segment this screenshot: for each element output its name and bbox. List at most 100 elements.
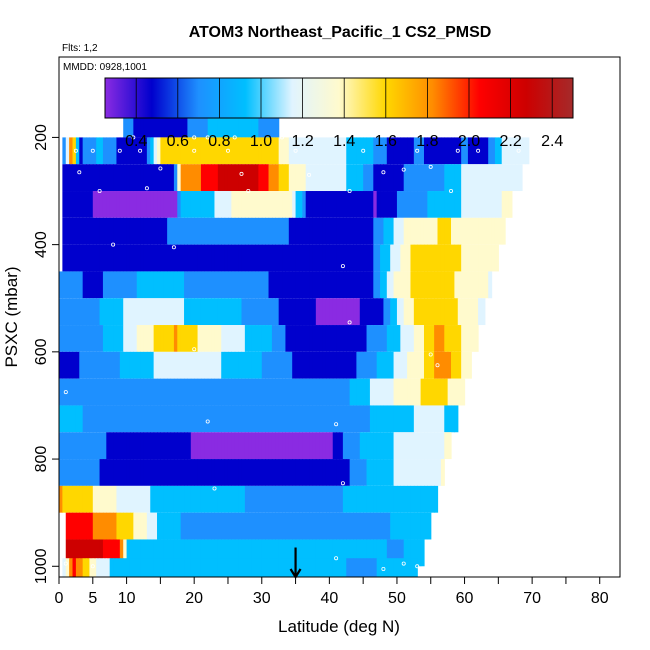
heat-cell — [271, 298, 276, 326]
heat-cell — [464, 217, 469, 245]
heat-cell — [478, 244, 483, 272]
heat-cell — [268, 137, 273, 165]
heat-cell — [173, 378, 178, 406]
heat-cell — [102, 432, 107, 460]
heat-cell — [140, 405, 145, 433]
x-tick-label: 80 — [591, 590, 609, 607]
heat-cell — [238, 351, 243, 379]
heat-cell — [471, 191, 476, 218]
heat-cell — [356, 405, 361, 433]
heat-cell — [373, 164, 378, 192]
heat-row — [62, 244, 499, 272]
heat-cell — [136, 325, 141, 352]
heat-cell — [258, 325, 263, 352]
heat-cell — [261, 110, 266, 138]
heat-cell — [329, 298, 334, 326]
heat-cell — [319, 459, 324, 486]
heat-cell — [268, 217, 273, 245]
heat-cell — [106, 405, 111, 433]
heat-cell — [440, 298, 445, 326]
heat-cell — [312, 512, 317, 540]
heat-cell — [430, 244, 435, 272]
heat-cell — [86, 378, 91, 406]
heat-cell — [353, 164, 357, 192]
heat-cell — [163, 459, 168, 486]
heat-cell — [282, 217, 287, 245]
heat-cell — [393, 558, 398, 577]
heat-cell — [447, 405, 452, 433]
heat-cell — [113, 405, 118, 433]
heat-cell — [197, 217, 202, 245]
heat-cell — [407, 244, 412, 272]
heat-cell — [261, 512, 266, 540]
heat-cell — [133, 558, 138, 577]
heat-cell — [275, 459, 280, 486]
heat-cell — [261, 351, 266, 379]
heat-cell — [248, 558, 253, 577]
heat-cell — [451, 325, 455, 352]
heat-cell — [248, 137, 253, 165]
heat-cell — [133, 432, 138, 460]
heat-cell — [59, 325, 63, 352]
heat-cell — [400, 244, 405, 272]
heat-cell — [204, 271, 209, 299]
heat-cell — [221, 137, 226, 165]
heat-cell — [271, 137, 276, 165]
heat-cell — [157, 378, 161, 406]
heat-cell — [383, 432, 388, 460]
heat-cell — [217, 164, 222, 192]
heat-cell — [325, 459, 330, 486]
heat-cell — [133, 271, 138, 299]
heat-cell — [383, 164, 388, 192]
heat-cell — [356, 191, 361, 218]
heat-cell — [119, 378, 124, 406]
heat-cell — [288, 432, 293, 460]
heat-cell — [224, 558, 229, 577]
heat-cell — [197, 351, 202, 379]
heat-cell — [346, 271, 351, 299]
heat-cell — [248, 164, 253, 192]
heat-cell — [109, 137, 114, 165]
heat-cell — [248, 539, 253, 567]
heat-cell — [238, 558, 243, 577]
heat-cell — [251, 512, 256, 540]
heat-cell — [366, 378, 371, 406]
heat-cell — [359, 539, 364, 567]
heat-cell — [359, 244, 364, 272]
heat-cell — [319, 325, 324, 352]
heat-cell — [380, 351, 385, 379]
heat-cell — [102, 539, 107, 567]
heat-cell — [373, 325, 378, 352]
heat-cell — [268, 351, 273, 379]
heat-cell — [200, 298, 205, 326]
heat-cell — [265, 137, 270, 165]
heat-cell — [211, 271, 216, 299]
heat-cell — [302, 217, 307, 245]
heat-cell — [454, 271, 459, 299]
heat-cell — [65, 298, 70, 326]
heat-cell — [99, 217, 104, 245]
heat-cell — [437, 325, 442, 352]
heat-cell — [369, 485, 374, 513]
heat-cell — [200, 351, 205, 379]
heat-cell — [336, 164, 341, 192]
heat-cell — [167, 298, 172, 326]
heat-cell — [461, 217, 466, 245]
heat-cell — [190, 405, 195, 433]
heat-cell — [339, 512, 344, 540]
heat-cell — [143, 378, 148, 406]
heat-cell — [393, 271, 398, 299]
heat-cell — [217, 325, 222, 352]
heat-cell — [369, 325, 374, 352]
heat-cell — [204, 539, 209, 567]
heat-cell — [116, 164, 121, 192]
heat-cell — [525, 137, 530, 165]
heat-cell — [150, 298, 155, 326]
heat-cell — [248, 485, 253, 513]
heat-row — [59, 432, 452, 460]
heat-cell — [467, 164, 472, 192]
heat-cell — [292, 512, 297, 540]
heat-cell — [376, 191, 381, 218]
sample-point — [138, 148, 143, 153]
sample-point — [401, 561, 406, 566]
